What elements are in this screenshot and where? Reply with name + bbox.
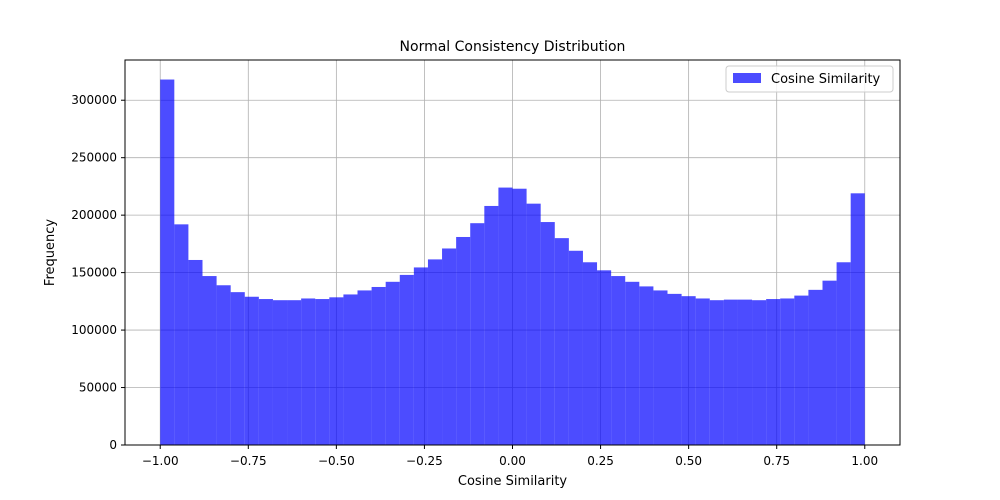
histogram-bar bbox=[568, 250, 583, 445]
histogram-bar bbox=[723, 299, 738, 445]
histogram-bar bbox=[625, 281, 640, 445]
histogram-bar bbox=[470, 223, 485, 445]
histogram-bar bbox=[442, 248, 457, 445]
histogram-bar bbox=[597, 270, 612, 445]
histogram-bar bbox=[456, 236, 471, 445]
histogram-bar bbox=[329, 297, 344, 445]
histogram-bar bbox=[709, 300, 724, 445]
histogram-bar bbox=[385, 281, 400, 445]
histogram-bar bbox=[836, 262, 851, 445]
x-axis-label: Cosine Similarity bbox=[458, 474, 568, 489]
histogram-bar bbox=[737, 299, 753, 445]
histogram-bar bbox=[484, 205, 499, 445]
histogram-bar bbox=[766, 299, 781, 445]
histogram-bar bbox=[653, 290, 668, 445]
histogram-bar bbox=[287, 300, 302, 445]
histogram-bar bbox=[399, 274, 414, 445]
histogram-bars bbox=[160, 79, 865, 445]
histogram-bar bbox=[258, 299, 273, 445]
histogram-bar bbox=[752, 300, 767, 445]
x-tick-label: 1.00 bbox=[851, 454, 878, 468]
histogram-bar bbox=[315, 299, 330, 445]
histogram-bar bbox=[808, 289, 823, 445]
legend: Cosine Similarity bbox=[725, 65, 894, 93]
histogram-bar bbox=[780, 298, 795, 445]
histogram-bar bbox=[695, 298, 710, 445]
histogram-bar bbox=[174, 224, 189, 445]
histogram-bar bbox=[371, 286, 386, 445]
x-tick-label: −0.75 bbox=[230, 454, 267, 468]
histogram-bar bbox=[216, 285, 231, 445]
y-tick-label: 300000 bbox=[71, 93, 117, 107]
x-tick-label: 0.25 bbox=[587, 454, 614, 468]
legend-box bbox=[725, 65, 894, 93]
histogram-bar bbox=[582, 262, 598, 445]
histogram-bar bbox=[526, 203, 541, 445]
histogram-bar bbox=[498, 187, 513, 445]
x-tick-label: −1.00 bbox=[142, 454, 179, 468]
histogram-bar bbox=[540, 222, 555, 445]
histogram-bar bbox=[202, 276, 217, 445]
histogram-bar bbox=[639, 286, 654, 445]
y-tick-label: 250000 bbox=[71, 151, 117, 165]
histogram-bar bbox=[681, 296, 696, 445]
y-axis-ticks: 0 50000 100000 150000 200000 250000 300000 bbox=[71, 93, 125, 452]
histogram-bar bbox=[160, 79, 175, 445]
y-tick-label: 50000 bbox=[79, 381, 117, 395]
histogram-bar bbox=[343, 294, 358, 445]
histogram-bar bbox=[512, 188, 527, 445]
y-tick-label: 200000 bbox=[71, 208, 117, 222]
y-tick-label: 0 bbox=[109, 438, 117, 452]
histogram-bar bbox=[554, 238, 569, 445]
x-axis-ticks: −1.00 −0.75 −0.50 −0.25 0.00 0.25 0.50 0.75 1.00 bbox=[142, 445, 878, 468]
histogram-bar bbox=[611, 276, 626, 445]
histogram-bar bbox=[230, 292, 245, 445]
histogram-bar bbox=[301, 298, 316, 445]
histogram-bar bbox=[188, 259, 203, 445]
y-tick-label: 100000 bbox=[71, 323, 117, 337]
x-tick-label: −0.50 bbox=[318, 454, 355, 468]
histogram-bar bbox=[850, 193, 865, 445]
y-tick-label: 150000 bbox=[71, 266, 117, 280]
histogram-bar bbox=[667, 293, 682, 445]
histogram-bar bbox=[822, 280, 837, 445]
histogram-bar bbox=[244, 296, 259, 445]
legend-swatch bbox=[733, 73, 761, 83]
legend-label: Cosine Similarity bbox=[771, 72, 881, 87]
histogram-bar bbox=[413, 267, 428, 445]
x-tick-label: −0.25 bbox=[406, 454, 443, 468]
chart-title: Normal Consistency Distribution bbox=[400, 39, 626, 55]
histogram-bar bbox=[427, 259, 443, 445]
x-tick-label: 0.50 bbox=[675, 454, 702, 468]
y-axis-label: Frequency bbox=[43, 219, 58, 286]
histogram-bar bbox=[794, 295, 809, 445]
histogram-bar bbox=[357, 290, 372, 445]
x-tick-label: 0.75 bbox=[763, 454, 790, 468]
histogram-bar bbox=[272, 300, 288, 445]
x-tick-label: 0.00 bbox=[499, 454, 526, 468]
